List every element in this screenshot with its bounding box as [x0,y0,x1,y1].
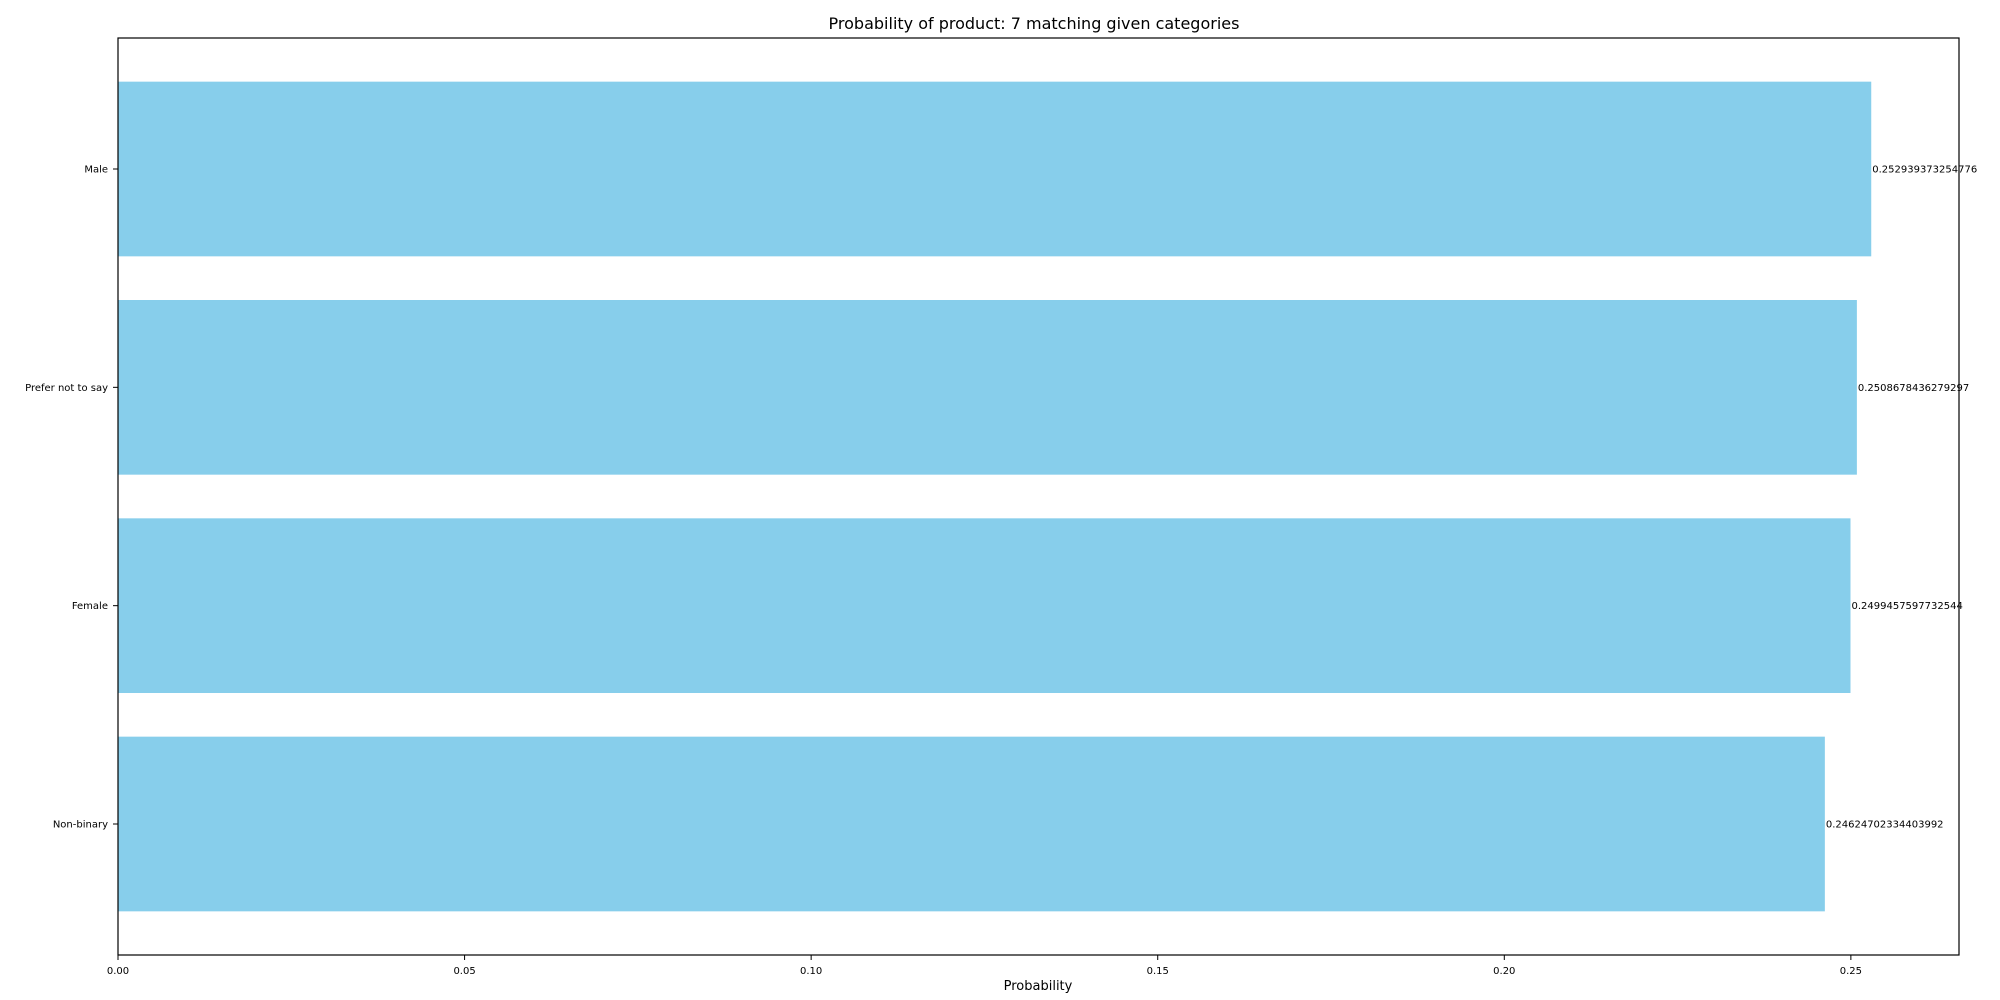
chart-title: Probability of product: 7 matching given… [829,14,1240,33]
x-tick-label: 0.10 [800,966,822,977]
y-tick-label: Non-binary [53,820,108,831]
data-label: 0.2508678436279297 [1858,383,1969,394]
x-tick-label: 0.05 [453,966,475,977]
bar-female [118,518,1851,693]
x-tick-label: 0.20 [1493,966,1515,977]
x-tick-label: 0.00 [107,966,129,977]
data-label: 0.252939373254776 [1872,165,1977,176]
data-label: 0.24624702334403992 [1826,820,1944,831]
data-label: 0.2499457597732544 [1851,601,1962,612]
bar-male [118,81,1872,257]
bar-prefer-not-to-say [118,300,1857,475]
y-tick-label: Female [72,601,108,612]
y-axis: Male Prefer not to say Female Non-binary [25,165,118,831]
x-axis: 0.00 0.05 0.10 0.15 0.20 0.25 [107,955,1862,977]
bars-layer [118,81,1872,912]
data-labels-layer: 0.252939373254776 0.2508678436279297 0.249… [1826,165,1977,831]
x-tick-label: 0.15 [1147,966,1169,977]
bar-non-binary [118,736,1825,912]
y-tick-label: Male [84,165,108,176]
x-axis-label: Probability [1004,979,1073,994]
plot-frame [117,37,1960,956]
x-tick-label: 0.25 [1840,966,1862,977]
y-tick-label: Prefer not to say [25,383,108,394]
